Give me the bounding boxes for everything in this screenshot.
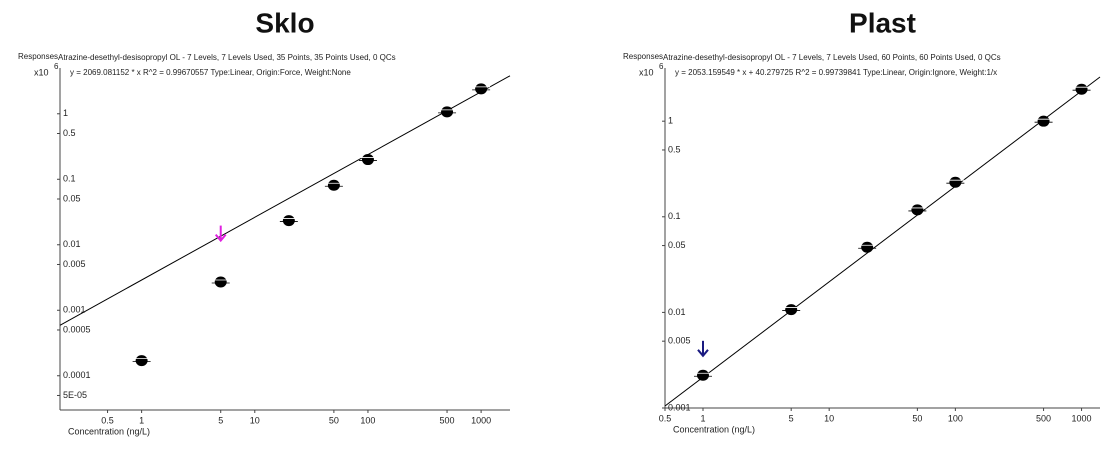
y-tick-label: 0.05 — [668, 240, 686, 250]
annotation-arrow — [697, 340, 709, 358]
x-tick-label: 500 — [1036, 413, 1051, 423]
data-point — [908, 204, 927, 216]
plot: Sklo Responses Atrazine-desethyl-desisopro… — [18, 7, 511, 436]
point-marker — [861, 241, 874, 253]
x-tick-label: 1 — [700, 413, 705, 423]
point-marker — [214, 276, 227, 288]
point-marker — [441, 106, 454, 118]
equation: y = 2069.081152 * x R^2 = 0.99670557 Typ… — [70, 68, 351, 77]
data-point — [211, 276, 230, 288]
x-tick-label: 0.5 — [101, 415, 114, 425]
x-tick-label: 1000 — [1072, 413, 1092, 423]
data-point — [782, 304, 801, 316]
data-point — [438, 106, 457, 118]
x-tick-label: 500 — [440, 415, 455, 425]
y-exponent: 6 — [659, 62, 664, 71]
y-tick-label: 0.01 — [668, 307, 686, 317]
data-point — [946, 176, 965, 188]
y-tick-label: 5E-05 — [63, 390, 87, 400]
y-multiplier: x10 — [639, 67, 654, 77]
point-marker — [696, 369, 709, 381]
point-marker — [282, 215, 295, 227]
fit-line — [59, 75, 511, 326]
y-tick-label: 1 — [63, 108, 68, 118]
data-point — [132, 355, 151, 367]
point-marker — [949, 176, 962, 188]
y-multiplier: x10 — [34, 67, 49, 77]
x-tick-label: 1 — [139, 415, 144, 425]
info: Atrazine-desethyl-desisopropyl OL - 7 Le… — [58, 53, 396, 62]
point-marker — [785, 304, 798, 316]
y-tick-label: 0.1 — [668, 211, 681, 221]
x-axis-label: Concentration (ng/L) — [673, 424, 755, 434]
x-tick-label: 5 — [218, 415, 223, 425]
data-point — [1072, 83, 1091, 95]
x-tick-label: 100 — [948, 413, 963, 423]
y-tick-label: 0.5 — [63, 128, 76, 138]
plot: Plast Responses Atrazine-desethyl-desisopr… — [623, 7, 1101, 434]
data-point — [472, 83, 491, 95]
x-tick-label: 10 — [250, 415, 260, 425]
point-marker — [1075, 83, 1088, 95]
data-point — [693, 369, 712, 381]
y-tick-label: 0.0001 — [63, 370, 91, 380]
y-tick-label: 0.001 — [63, 305, 86, 315]
x-tick-label: 0.5 — [659, 413, 672, 423]
y-tick-label: 1 — [668, 116, 673, 126]
equation: y = 2053.159549 * x + 40.279725 R^2 = 0.… — [675, 68, 997, 77]
arrow-head — [697, 349, 709, 358]
x-tick-label: 10 — [824, 413, 834, 423]
chart-title: Plast — [849, 7, 916, 38]
y-tick-label: 0.01 — [63, 239, 81, 249]
data-point — [1034, 115, 1053, 127]
arrow-head — [214, 233, 227, 243]
y-tick-label: 0.05 — [63, 193, 81, 203]
y-axis-label: Responses — [623, 52, 663, 61]
data-point — [324, 179, 343, 191]
y-exponent: 6 — [54, 62, 59, 71]
point-marker — [135, 355, 148, 367]
x-axis-label: Concentration (ng/L) — [68, 426, 150, 436]
point-marker — [1037, 115, 1050, 127]
x-tick-label: 50 — [329, 415, 339, 425]
data-point — [358, 154, 377, 166]
y-tick-label: 0.0005 — [63, 324, 91, 334]
y-tick-label: 0.5 — [668, 144, 681, 154]
x-tick-label: 50 — [912, 413, 922, 423]
info: Atrazine-desethyl-desisopropyl OL - 7 Le… — [663, 53, 1001, 62]
y-tick-label: 0.005 — [63, 259, 86, 269]
x-tick-label: 1000 — [471, 415, 491, 425]
y-tick-label: 0.1 — [63, 174, 76, 184]
x-tick-label: 5 — [789, 413, 794, 423]
y-tick-label: 0.001 — [668, 402, 691, 412]
x-tick-label: 100 — [360, 415, 375, 425]
y-tick-label: 0.005 — [668, 336, 691, 346]
fit-line — [664, 76, 1101, 407]
point-marker — [361, 154, 374, 166]
chart-title: Sklo — [255, 7, 314, 38]
point-marker — [911, 204, 924, 216]
point-marker — [475, 83, 488, 95]
y-axis-label: Responses — [18, 52, 58, 61]
annotation-arrow — [214, 225, 227, 243]
point-marker — [327, 179, 340, 191]
data-point — [858, 241, 877, 253]
data-point — [279, 215, 298, 227]
